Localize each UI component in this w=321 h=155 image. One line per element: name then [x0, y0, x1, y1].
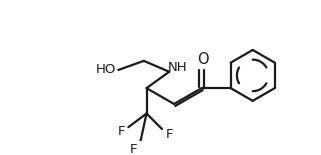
Text: NH: NH: [168, 61, 187, 74]
Text: F: F: [166, 128, 173, 141]
Text: O: O: [198, 52, 209, 67]
Text: HO: HO: [95, 63, 116, 76]
Text: F: F: [130, 143, 138, 155]
Text: F: F: [117, 125, 125, 138]
